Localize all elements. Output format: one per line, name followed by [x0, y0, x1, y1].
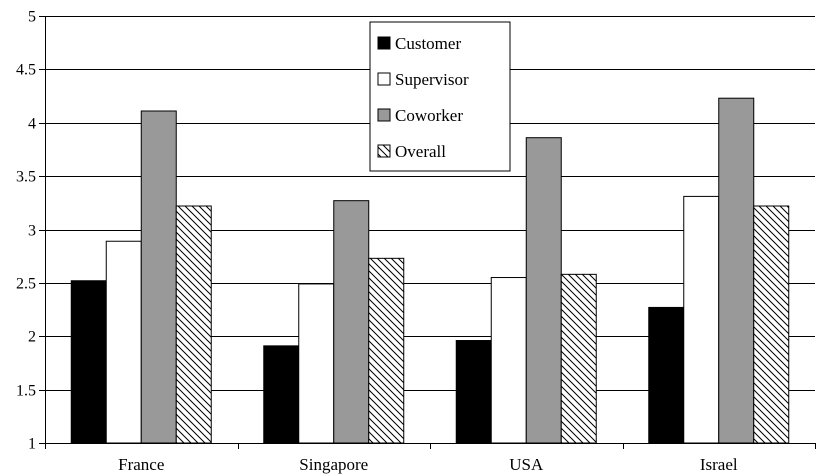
bar-coworker-singapore — [333, 200, 370, 444]
bar-overall-usa — [560, 273, 597, 444]
y-tick-label: 1.5 — [16, 383, 36, 400]
x-category-label: USA — [509, 455, 544, 474]
axes — [45, 16, 816, 449]
y-tick-label: 4.5 — [16, 62, 36, 79]
bar-supervisor-israel — [683, 195, 720, 444]
x-category-label: Israel — [700, 455, 738, 474]
y-tick-labels: 1 1.5 2 2.5 3 3.5 4 4.5 5 — [16, 9, 36, 453]
bar-supervisor-france — [105, 240, 142, 444]
y-tick-label: 2.5 — [16, 276, 36, 293]
y-tick-label: 5 — [28, 9, 36, 26]
legend: Customer Supervisor Coworker Overall — [369, 21, 511, 172]
legend-swatch-coworker — [377, 108, 391, 122]
x-category-label: Singapore — [299, 455, 368, 474]
bar-customer-israel — [648, 306, 685, 444]
x-category-label: France — [118, 455, 164, 474]
legend-swatch-customer — [377, 36, 391, 50]
bar-overall-singapore — [368, 257, 405, 444]
legend-label-overall: Overall — [395, 142, 446, 161]
bar-coworker-israel — [718, 97, 755, 444]
y-tick-label: 3.5 — [16, 169, 36, 186]
bar-customer-france — [70, 280, 107, 444]
x-category-labels: France Singapore USA Israel — [118, 455, 738, 474]
bar-supervisor-usa — [490, 277, 527, 444]
bar-overall-israel — [753, 205, 790, 444]
legend-label-supervisor: Supervisor — [395, 70, 469, 89]
bar-customer-singapore — [263, 345, 300, 444]
y-tick-label: 1 — [28, 436, 36, 453]
legend-swatch-supervisor — [377, 72, 391, 86]
legend-label-coworker: Coworker — [395, 106, 463, 125]
bar-supervisor-singapore — [298, 283, 335, 444]
bar-coworker-usa — [525, 137, 562, 444]
y-tick-label: 2 — [28, 329, 36, 346]
bar-coworker-france — [140, 110, 177, 444]
bars — [70, 97, 790, 444]
legend-swatch-overall — [377, 144, 391, 158]
y-tick-label: 3 — [28, 223, 36, 240]
bar-overall-france — [175, 205, 212, 444]
legend-label-customer: Customer — [395, 34, 461, 53]
bar-customer-usa — [455, 340, 492, 444]
y-tick-label: 4 — [28, 116, 36, 133]
legend-box — [369, 21, 511, 172]
